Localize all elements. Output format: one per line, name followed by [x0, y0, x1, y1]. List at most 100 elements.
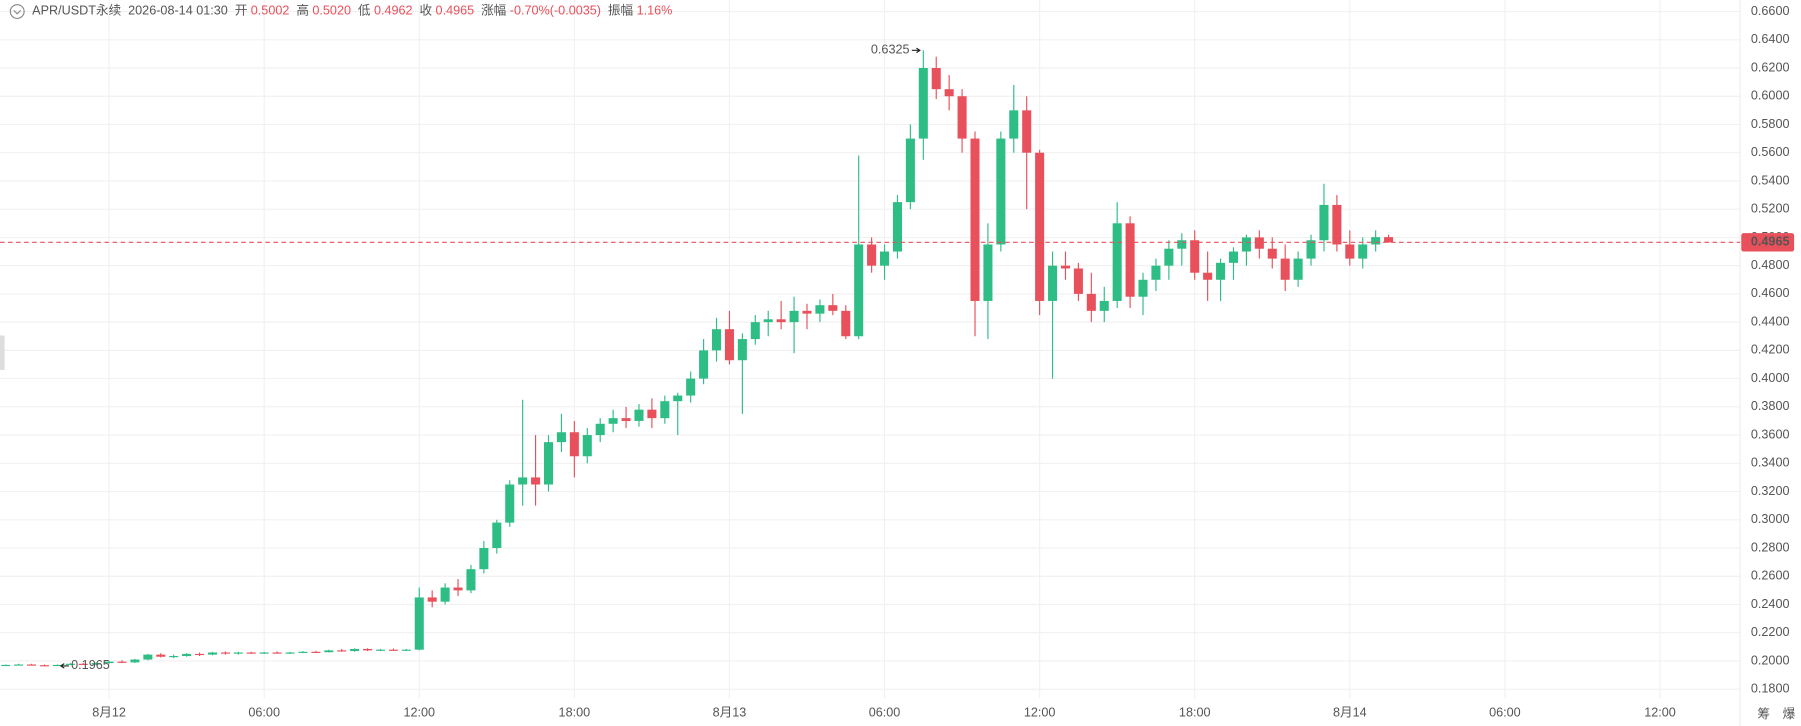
candle-body [608, 418, 618, 424]
candle-body [363, 648, 373, 651]
candle-body [143, 654, 153, 660]
candle-body [763, 319, 773, 323]
tool-liq[interactable]: 爆 [1783, 707, 1796, 721]
x-tick-label: 12:00 [1024, 706, 1056, 720]
candle-body [1022, 110, 1032, 153]
candle-body [207, 652, 217, 655]
candle-body [401, 649, 411, 651]
grid [0, 0, 1741, 699]
candle-body [1358, 244, 1368, 259]
candle-body [789, 310, 799, 323]
candle-body [892, 202, 902, 252]
y-tick-label: 0.3800 [1751, 399, 1790, 413]
candle-body [350, 648, 360, 652]
tool-chip[interactable]: 筹 [1757, 706, 1770, 721]
legend-label: 低 [358, 4, 371, 18]
candle-body [867, 244, 877, 266]
candle-body [1138, 279, 1148, 297]
y-tick-label: 0.1800 [1751, 682, 1790, 696]
y-tick-label: 0.5400 [1751, 173, 1790, 187]
candle-body [711, 329, 722, 351]
candle-body [1151, 265, 1161, 280]
header-legend: APR/USDT永续 2026-08-14 01:30 开 0.5002 高 0.5020… [32, 3, 672, 18]
candle-body [1177, 240, 1187, 249]
candle-body [944, 89, 954, 97]
candle-body [569, 432, 579, 457]
candle-body [337, 650, 347, 652]
legend-value: 0.5020 [312, 4, 351, 18]
side-handle[interactable] [0, 335, 5, 370]
x-tick-label: 8月14 [1333, 706, 1367, 720]
candle-body [388, 649, 398, 651]
candle-body [660, 401, 670, 419]
y-tick-label: 0.4600 [1751, 286, 1790, 300]
y-tick-label: 0.4200 [1751, 343, 1790, 357]
y-tick-label: 0.6400 [1751, 32, 1790, 46]
symbol: APR/USDT永续 [32, 4, 121, 18]
candle-body [156, 654, 166, 657]
candle-body [595, 423, 605, 436]
y-tick-label: 0.3600 [1751, 427, 1790, 441]
legend-value: 0.4962 [374, 4, 413, 18]
y-tick-label: 0.5200 [1751, 202, 1790, 216]
candle-body [1345, 244, 1355, 259]
candle-body [427, 597, 437, 602]
x-tick-label: 06:00 [869, 706, 901, 720]
candle-body [1112, 223, 1122, 301]
x-tick-label: 06:00 [248, 706, 280, 720]
candle-body [479, 548, 489, 570]
legend-label: 开 [235, 4, 248, 18]
price-tag-label: 0.4965 [1751, 235, 1790, 249]
candle-body [117, 661, 127, 663]
legend-value: 0.4965 [436, 4, 475, 18]
candle-body [647, 409, 657, 419]
candle-body [130, 659, 140, 663]
candle-body [1306, 240, 1316, 259]
y-tick-label: 0.2200 [1751, 625, 1790, 639]
candle-body [828, 305, 838, 311]
candle-body [52, 664, 62, 667]
candle-body [1, 664, 11, 667]
candle-body [841, 310, 851, 337]
plot [1, 50, 1394, 667]
x-tick-label: 8月13 [713, 706, 747, 720]
y-tick-label: 0.6000 [1751, 89, 1790, 103]
candle-body [621, 418, 631, 421]
candle-body [983, 244, 993, 301]
candle-body [802, 310, 812, 314]
candle-body [531, 477, 541, 485]
y-tick-label: 0.3400 [1751, 456, 1790, 470]
candle-body [78, 663, 88, 665]
candle-body [169, 656, 179, 658]
legend-label: 振幅 [608, 4, 633, 18]
candle-body [556, 432, 566, 443]
candle-body [505, 484, 515, 523]
candle-body [1164, 248, 1174, 266]
candle-body [1293, 258, 1303, 280]
candle-body [1190, 240, 1200, 273]
collapse-chevron [13, 9, 22, 15]
candle-body [543, 442, 554, 485]
candle-body [91, 663, 101, 665]
candle-body [1371, 237, 1381, 245]
candle-body [918, 68, 928, 139]
collapse-icon[interactable] [9, 4, 25, 19]
candle-body [996, 138, 1006, 245]
candle-body [182, 653, 192, 657]
candle-body [970, 138, 980, 301]
candle-body [582, 435, 592, 457]
legend-label: 高 [296, 3, 309, 18]
candle-body [1035, 152, 1045, 301]
candle-body [931, 68, 941, 90]
candle-body [27, 664, 37, 666]
low-marker: 0.1965 [71, 658, 110, 672]
y-tick-label: 0.6600 [1751, 4, 1790, 18]
candle-body [1228, 251, 1239, 263]
candle-body [686, 378, 696, 396]
candle-body [14, 664, 24, 666]
candle-body [1254, 237, 1264, 249]
legend-label: 涨幅 [481, 4, 506, 18]
legend-label: 收 [419, 4, 432, 18]
candle-body [1009, 110, 1019, 139]
